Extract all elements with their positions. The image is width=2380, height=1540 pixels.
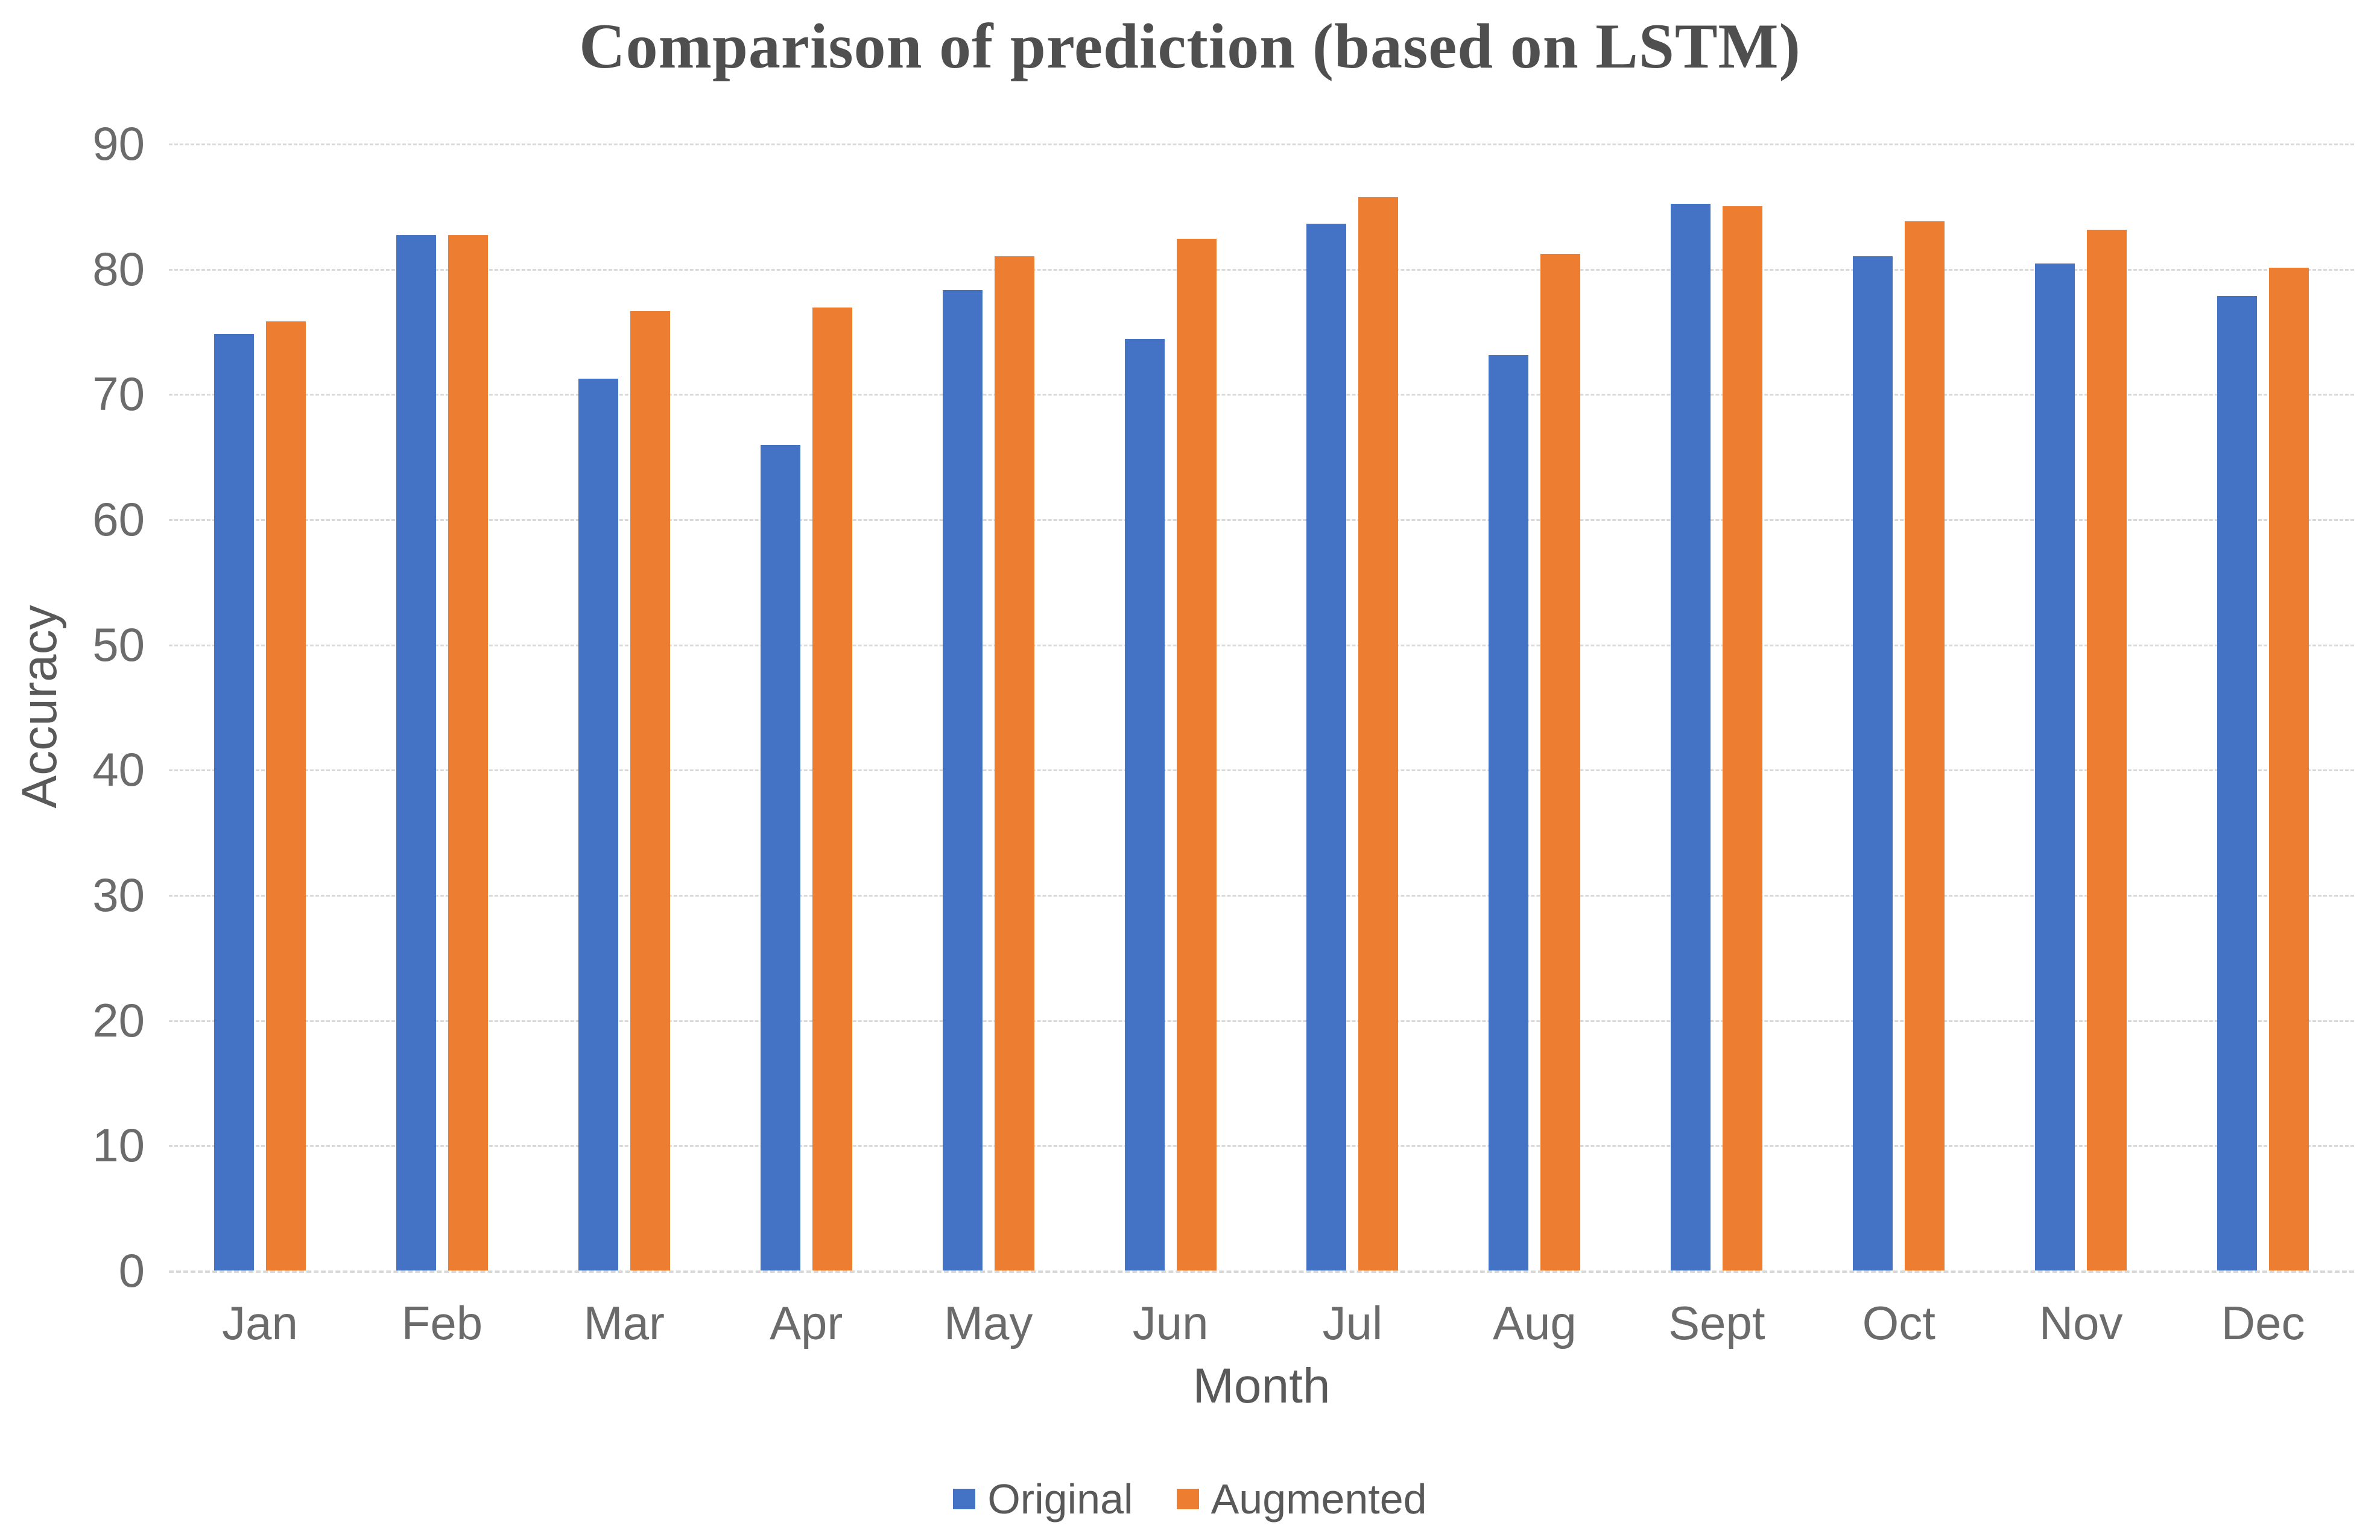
x-tick-label-mar: Mar <box>583 1296 665 1349</box>
bar-augmented-jun <box>1176 238 1217 1270</box>
bar-original-feb <box>396 235 436 1270</box>
x-tick-label-feb: Feb <box>401 1296 483 1349</box>
bar-original-mar <box>578 379 618 1270</box>
bar-augmented-mar <box>630 311 670 1270</box>
gridline <box>169 1270 2354 1273</box>
gridline <box>169 268 2354 271</box>
bar-original-aug <box>1489 355 1529 1270</box>
legend-swatch-icon <box>953 1489 976 1509</box>
bar-original-jun <box>1124 338 1165 1270</box>
bar-augmented-aug <box>1540 253 1581 1270</box>
y-tick-label: 20 <box>92 993 145 1047</box>
bar-augmented-feb <box>448 235 488 1270</box>
gridline <box>169 1020 2354 1022</box>
x-tick-label-sept: Sept <box>1668 1296 1765 1349</box>
gridline <box>169 1145 2354 1147</box>
gridline <box>169 769 2354 772</box>
gridline <box>169 519 2354 521</box>
month-group-dec <box>2172 144 2354 1270</box>
legend: Original Augmented <box>0 1475 2380 1523</box>
x-axis-title: Month <box>1192 1359 1331 1413</box>
legend-label: Original <box>987 1475 1133 1523</box>
bar-original-nov <box>2035 264 2075 1270</box>
bar-original-apr <box>760 445 800 1270</box>
month-group-may <box>897 144 1080 1270</box>
x-tick-label-oct: Oct <box>1862 1296 1935 1349</box>
bar-original-oct <box>1853 256 1893 1270</box>
month-group-jun <box>1080 144 1262 1270</box>
month-group-nov <box>1990 144 2172 1270</box>
gridline <box>169 394 2354 396</box>
bar-original-jul <box>1306 223 1347 1270</box>
x-tick-label-aug: Aug <box>1493 1296 1577 1349</box>
bar-original-dec <box>2217 296 2258 1270</box>
y-tick-label: 10 <box>92 1119 145 1172</box>
month-group-apr <box>715 144 897 1270</box>
month-group-feb <box>351 144 533 1270</box>
month-group-oct <box>1808 144 1990 1270</box>
bars-region <box>169 144 2354 1270</box>
gridline <box>169 895 2354 897</box>
x-tick-label-jun: Jun <box>1132 1296 1209 1349</box>
month-group-sept <box>1625 144 1808 1270</box>
x-tick-label-jul: Jul <box>1322 1296 1383 1349</box>
y-tick-label: 90 <box>92 117 145 170</box>
bar-augmented-apr <box>812 308 852 1270</box>
legend-label: Augmented <box>1211 1475 1427 1523</box>
bar-augmented-sept <box>1723 206 1763 1270</box>
bar-augmented-nov <box>2087 230 2127 1270</box>
y-tick-label: 0 <box>118 1244 145 1297</box>
chart-title: Comparison of prediction (based on LSTM) <box>579 11 1801 81</box>
x-tick-label-apr: Apr <box>770 1296 843 1349</box>
bar-augmented-jan <box>265 321 306 1270</box>
month-group-jul <box>1262 144 1444 1270</box>
x-tick-label-may: May <box>943 1296 1033 1349</box>
y-tick-label: 50 <box>92 617 145 671</box>
y-tick-label: 40 <box>92 743 145 797</box>
month-group-jan <box>169 144 351 1270</box>
month-group-mar <box>533 144 715 1270</box>
y-tick-label: 30 <box>92 868 145 921</box>
bar-augmented-may <box>994 256 1034 1270</box>
y-tick-label: 60 <box>92 493 145 546</box>
gridline <box>169 144 2354 145</box>
legend-swatch-icon <box>1176 1489 1199 1509</box>
x-tick-label-jan: Jan <box>222 1296 298 1349</box>
legend-item-original: Original <box>953 1475 1133 1523</box>
month-group-aug <box>1443 144 1625 1270</box>
bar-augmented-jul <box>1358 197 1399 1270</box>
bar-augmented-oct <box>1905 221 1945 1270</box>
legend-item-augmented: Augmented <box>1176 1475 1427 1523</box>
bar-augmented-dec <box>2269 267 2309 1270</box>
x-axis-labels: Jan Feb Mar Apr May Jun Jul Aug Sept Oct Nov Dec <box>169 1296 2354 1351</box>
plot-area: 0 10 20 30 40 50 60 70 80 90 Jan Feb Mar Apr May Jun Jul… <box>92 117 2354 1349</box>
gridline <box>169 644 2354 646</box>
bar-original-may <box>942 289 983 1270</box>
y-tick-label: 70 <box>92 367 145 421</box>
x-tick-label-dec: Dec <box>2221 1296 2305 1349</box>
y-tick-label: 80 <box>92 242 145 295</box>
x-tick-label-nov: Nov <box>2039 1296 2123 1349</box>
bar-original-sept <box>1671 203 1711 1270</box>
bar-original-jan <box>214 333 254 1270</box>
